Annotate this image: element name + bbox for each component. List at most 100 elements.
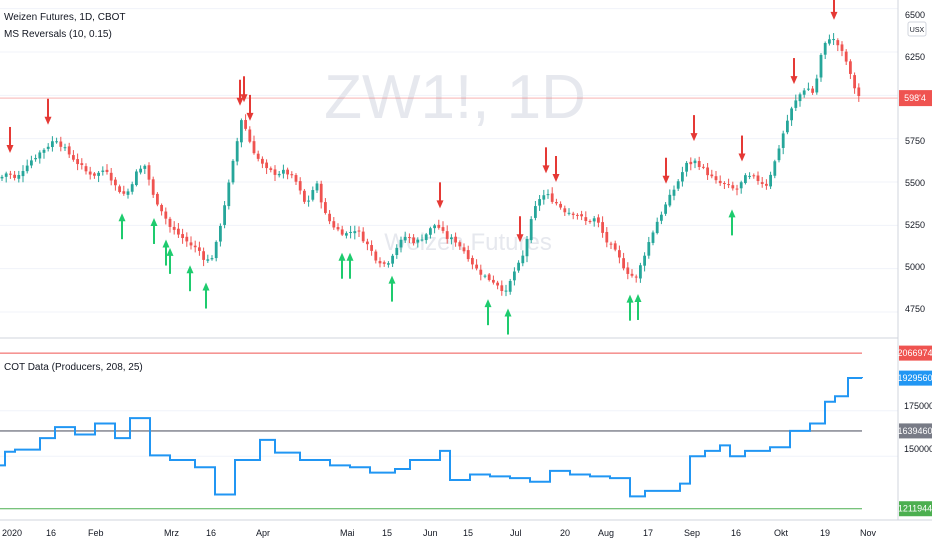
candle-body: [357, 230, 361, 232]
reversal-up-arrow: [634, 293, 642, 320]
candle-body: [290, 174, 294, 176]
candle-body: [597, 217, 600, 223]
candle-body: [538, 199, 541, 206]
arrow-head: [202, 282, 210, 291]
arrow-head: [552, 174, 560, 182]
current-price-tag: 598'4: [899, 90, 932, 107]
reversal-up-arrow: [484, 299, 492, 326]
candle-body: [756, 175, 760, 182]
reversal-down-arrow: [552, 156, 560, 182]
price-axis-bg[interactable]: [898, 0, 932, 520]
candle-body: [496, 282, 499, 286]
study-legend[interactable]: MS Reversals (10, 0.15): [4, 29, 112, 40]
candle-body: [13, 174, 16, 178]
candle-body: [437, 224, 441, 228]
candle-body: [55, 141, 58, 143]
reversal-up-arrow: [118, 213, 126, 240]
candle-body: [273, 169, 277, 175]
price-tick: 5750: [905, 136, 925, 146]
candle-body: [97, 172, 100, 176]
candle-body: [408, 237, 411, 239]
arrow-head: [830, 11, 838, 20]
price-tick: 5000: [905, 262, 925, 272]
candle-body: [815, 78, 819, 93]
candle-body: [655, 221, 659, 234]
candle-body: [718, 180, 722, 184]
candle-body: [345, 233, 348, 236]
candle-body: [412, 237, 415, 244]
candle-body: [765, 183, 768, 186]
price-tick: 5500: [905, 178, 925, 188]
candle-body: [781, 133, 785, 148]
candle-body: [143, 165, 147, 169]
candle-body: [697, 161, 701, 167]
candle-body: [790, 108, 793, 121]
arrow-head: [166, 247, 174, 256]
candle-body: [739, 182, 743, 189]
candle-body: [193, 245, 197, 248]
candle-body: [643, 255, 646, 266]
candle-body: [9, 173, 12, 175]
candle-body: [382, 262, 386, 264]
candle-body: [231, 160, 235, 183]
reversal-down-arrow: [790, 58, 798, 85]
candle-body: [370, 245, 373, 251]
candle-body: [458, 242, 462, 247]
time-tick: Aug: [598, 528, 614, 538]
reversal-up-arrow: [626, 294, 634, 321]
candle-body: [542, 195, 546, 200]
candle-body: [710, 174, 714, 177]
arrow-head: [484, 299, 492, 308]
candle-body: [802, 90, 806, 95]
candle-body: [156, 193, 159, 205]
candle-body: [748, 175, 751, 177]
symbol-legend[interactable]: Weizen Futures, 1D, CBOT: [4, 12, 126, 23]
candle-body: [685, 162, 688, 172]
candle-body: [118, 186, 121, 193]
arrow-head: [240, 94, 248, 103]
arrow-head: [626, 294, 634, 303]
candle-body: [609, 243, 613, 245]
arrow-head: [236, 97, 244, 106]
currency-button-label: USX: [910, 27, 925, 34]
cot-legend[interactable]: COT Data (Producers, 208, 25): [4, 362, 143, 373]
candle-body: [172, 226, 176, 230]
candle-body: [622, 258, 625, 269]
arrow-head: [388, 275, 396, 284]
arrow-head: [6, 144, 14, 153]
currency-button[interactable]: [907, 21, 927, 37]
candle-body: [660, 214, 663, 221]
time-axis[interactable]: 2020 16 Feb Mrz 16 Apr Mai 15 Jun 15 Jul…: [2, 528, 877, 538]
candle-body: [605, 231, 609, 243]
candle-body: [93, 173, 96, 176]
candle-body: [235, 141, 239, 162]
candle-body: [240, 120, 243, 143]
candle-body: [366, 241, 369, 245]
time-tick: Sep: [684, 528, 700, 538]
reversal-up-arrow: [504, 308, 512, 335]
candle-body: [151, 179, 155, 195]
reversal-down-arrow: [240, 76, 248, 103]
time-tick: Mai: [340, 528, 355, 538]
candle-body: [534, 206, 537, 218]
candle-body: [206, 259, 210, 261]
candle-body: [483, 275, 487, 277]
candle-body: [277, 173, 281, 176]
candle-body: [340, 229, 344, 235]
candle-body: [567, 212, 571, 214]
candle-body: [773, 161, 777, 176]
candle-body: [298, 181, 302, 191]
time-tick: 16: [206, 528, 216, 538]
candle-body: [479, 269, 483, 275]
candle-body: [395, 247, 399, 256]
candle-body: [727, 184, 730, 186]
candle-body: [849, 61, 852, 74]
candle-body: [618, 250, 621, 258]
candle-body: [744, 175, 747, 184]
reversal-up-arrow: [338, 252, 346, 279]
candle-body: [424, 234, 428, 241]
candle-body: [571, 213, 575, 215]
cot-tick: 1750000: [904, 401, 932, 411]
candle-body: [4, 173, 8, 177]
